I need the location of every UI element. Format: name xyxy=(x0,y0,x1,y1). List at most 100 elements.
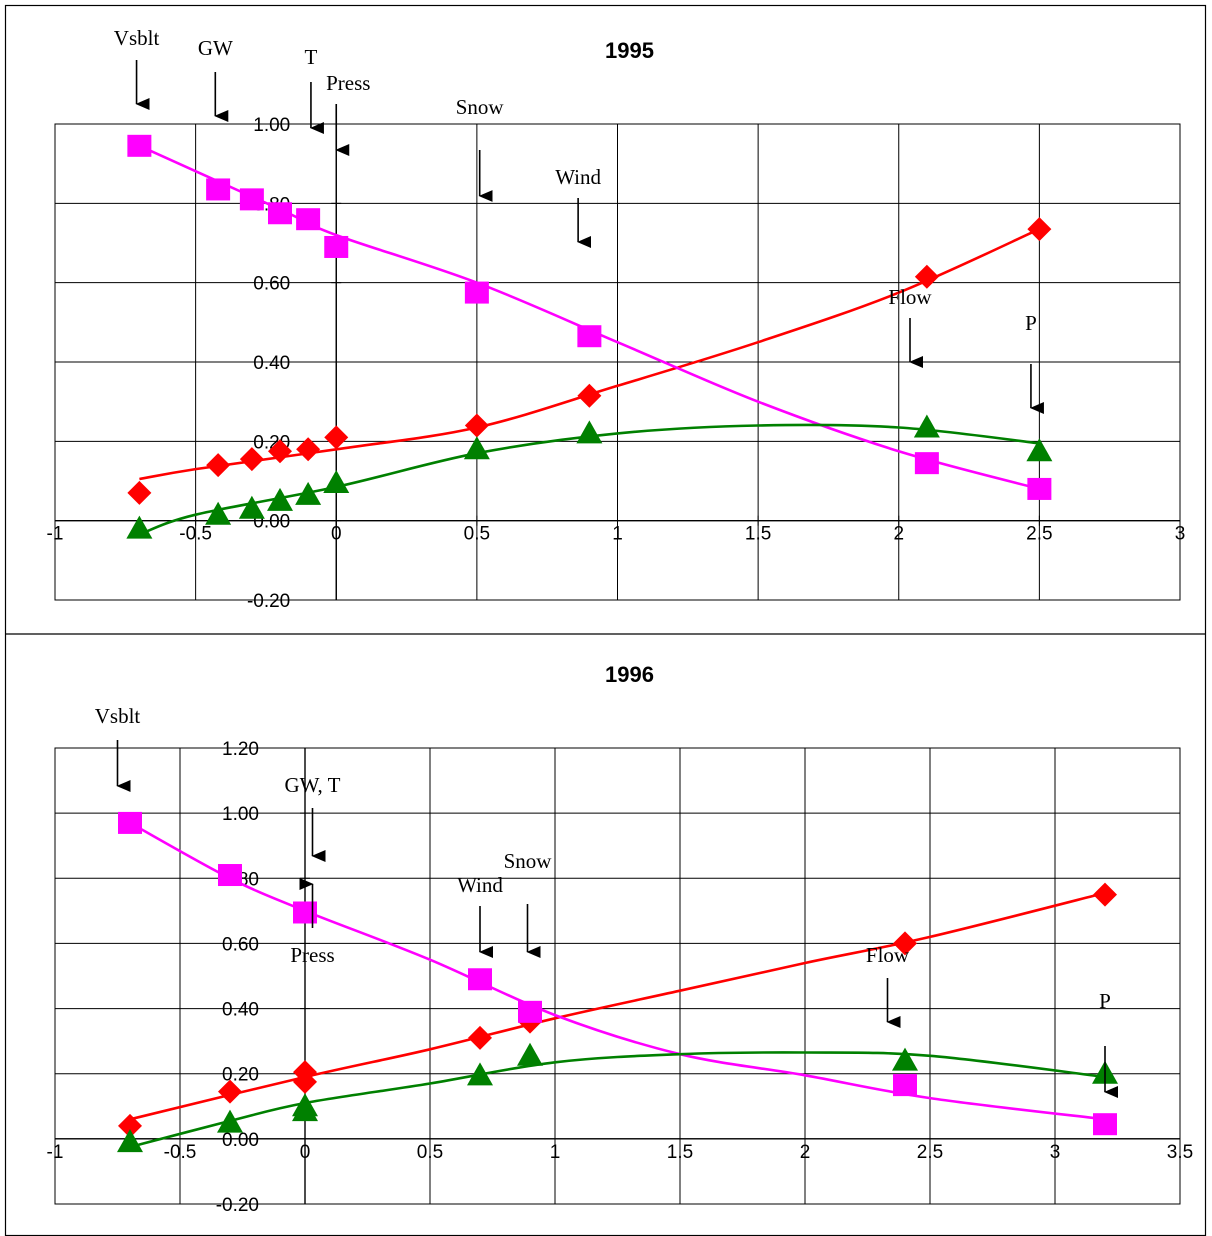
data-point-triangle xyxy=(238,495,265,519)
annotation-label: GW, T xyxy=(284,773,340,797)
x-tick-label: 1 xyxy=(550,1142,561,1163)
data-point-square xyxy=(127,134,152,157)
data-point-square xyxy=(893,1074,917,1097)
x-tick-label: -0.5 xyxy=(164,1142,197,1163)
data-point-diamond xyxy=(324,425,349,450)
data-point-diamond xyxy=(127,480,152,505)
data-point-triangle xyxy=(323,469,350,493)
y-tick-label: 0.40 xyxy=(253,353,290,374)
x-tick-label: -1 xyxy=(47,1142,64,1163)
data-point-square xyxy=(118,811,142,834)
data-point-square xyxy=(468,968,492,991)
annotation-label: Flow xyxy=(866,943,910,967)
data-point-square xyxy=(239,188,264,211)
data-point-triangle xyxy=(913,414,940,438)
data-point-square xyxy=(268,202,292,225)
data-point-diamond xyxy=(464,413,489,438)
data-point-triangle xyxy=(217,1109,243,1133)
y-tick-label: -0.20 xyxy=(216,1195,259,1216)
figure-frame xyxy=(4,4,1207,1236)
series-diamond-trendline xyxy=(129,891,1106,1121)
chart-title: 1996 xyxy=(605,662,654,687)
annotation-label: P xyxy=(1025,311,1037,335)
x-tick-label: 2.5 xyxy=(917,1142,943,1163)
data-point-diamond xyxy=(296,437,321,462)
data-point-triangle xyxy=(467,1062,493,1086)
annotation-label: Snow xyxy=(456,95,505,119)
data-point-diamond xyxy=(206,453,231,478)
data-point-diamond xyxy=(293,1069,317,1094)
data-point-triangle xyxy=(126,515,153,539)
data-point-square xyxy=(518,1000,542,1023)
annotation-label: Flow xyxy=(888,285,932,309)
annotation-label: P xyxy=(1099,989,1111,1013)
x-tick-label: 1 xyxy=(612,524,623,545)
data-point-triangle xyxy=(463,436,490,460)
data-point-square xyxy=(577,325,602,348)
annotation-label: Snow xyxy=(504,849,553,873)
y-tick-label: 1.00 xyxy=(253,115,290,136)
data-point-triangle xyxy=(292,1093,318,1117)
x-tick-label: 0.5 xyxy=(464,524,490,545)
x-tick-label: 0 xyxy=(331,524,342,545)
data-point-triangle xyxy=(117,1129,143,1153)
data-point-diamond xyxy=(268,439,292,464)
data-point-square xyxy=(293,901,317,924)
x-tick-label: 2 xyxy=(893,524,904,545)
data-point-square xyxy=(464,281,489,304)
data-point-triangle xyxy=(576,420,603,444)
data-point-triangle xyxy=(205,501,232,525)
y-tick-label: 0.60 xyxy=(222,934,259,955)
data-point-triangle xyxy=(295,481,322,505)
data-point-triangle xyxy=(1026,438,1053,462)
x-tick-label: 3.5 xyxy=(1167,1142,1193,1163)
data-point-square xyxy=(296,208,321,231)
data-point-diamond xyxy=(914,264,939,289)
chart-1996: 1996 -1 -0.5 0 0.5 1 1.5 2 2.5 3 3.5 -0.20 0.00 0.20 0… xyxy=(47,662,1194,1216)
x-tick-label: -0.5 xyxy=(179,524,212,545)
y-tick-label: 0.20 xyxy=(222,1065,259,1086)
data-point-square xyxy=(914,452,939,475)
annotation-label: Vsblt xyxy=(114,26,160,50)
annotation-label: Wind xyxy=(555,165,601,189)
x-tick-label: 1.5 xyxy=(745,524,771,545)
annotation-label: T xyxy=(305,45,318,69)
annotation-label: GW xyxy=(198,36,233,60)
data-point-square xyxy=(206,178,231,201)
data-point-triangle xyxy=(267,487,293,511)
x-tick-label: 0.5 xyxy=(417,1142,443,1163)
data-point-triangle xyxy=(892,1047,918,1071)
data-point-diamond xyxy=(893,931,917,956)
y-tick-label: 1.00 xyxy=(222,804,259,825)
annotation-label: Press xyxy=(326,71,370,95)
y-tick-label: 0.40 xyxy=(222,1000,259,1021)
data-point-diamond xyxy=(1093,882,1117,907)
chart-title: 1995 xyxy=(605,38,654,63)
x-tick-label: 2.5 xyxy=(1026,524,1052,545)
y-tick-label: 0.60 xyxy=(253,274,290,295)
x-tick-label: 0 xyxy=(300,1142,311,1163)
annotation-label: Press xyxy=(290,943,334,967)
x-tick-label: 3 xyxy=(1175,524,1186,545)
data-point-diamond xyxy=(239,447,264,472)
x-tick-label: 2 xyxy=(800,1142,811,1163)
data-point-square xyxy=(1027,477,1052,500)
x-tick-label: -1 xyxy=(47,524,64,545)
data-point-square xyxy=(218,864,242,887)
data-point-diamond xyxy=(577,383,602,408)
y-tick-label: -0.20 xyxy=(247,591,290,612)
data-point-triangle xyxy=(517,1042,543,1066)
y-tick-label: 1.20 xyxy=(222,739,259,760)
chart-1995: 1995-1 -0.5 0 0.5 1 1.5 2 2.5 3-0.200.000.200.40… xyxy=(47,26,1186,612)
series-triangle-trendline xyxy=(129,1051,1106,1149)
annotation-label: Wind xyxy=(457,873,503,897)
data-point-diamond xyxy=(118,1113,142,1138)
series-triangle-trendline xyxy=(138,423,1040,536)
annotation-label: Vsblt xyxy=(95,704,141,728)
y-tick-label: 0.00 xyxy=(222,1130,259,1151)
series-square-trendline xyxy=(129,821,1106,1121)
data-point-square xyxy=(324,235,349,258)
data-point-diamond xyxy=(218,1079,242,1104)
x-tick-label: 3 xyxy=(1050,1142,1061,1163)
